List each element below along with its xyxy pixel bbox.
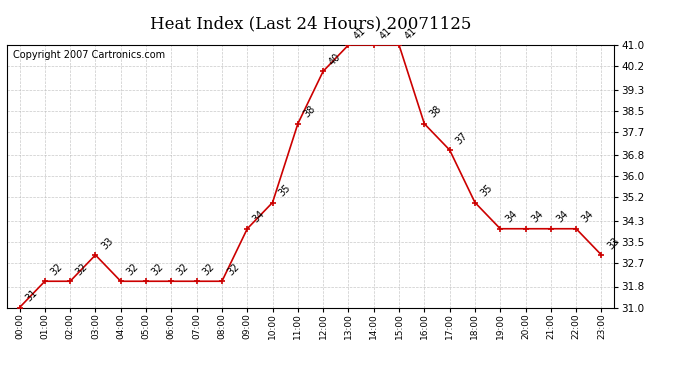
Text: 32: 32 (74, 261, 90, 278)
Text: 32: 32 (150, 261, 166, 278)
Text: 34: 34 (580, 209, 595, 225)
Text: 34: 34 (504, 209, 520, 225)
Text: 41: 41 (377, 26, 393, 41)
Text: 32: 32 (48, 261, 64, 278)
Text: 32: 32 (175, 261, 191, 278)
Text: 41: 41 (403, 26, 419, 41)
Text: 35: 35 (479, 183, 495, 199)
Text: 34: 34 (251, 209, 267, 225)
Text: 32: 32 (226, 261, 241, 278)
Text: 38: 38 (428, 104, 444, 120)
Text: 31: 31 (23, 288, 39, 304)
Text: 41: 41 (353, 26, 368, 41)
Text: 33: 33 (605, 236, 621, 251)
Text: Copyright 2007 Cartronics.com: Copyright 2007 Cartronics.com (13, 50, 165, 60)
Text: 33: 33 (99, 236, 115, 251)
Text: 32: 32 (201, 261, 216, 278)
Text: Heat Index (Last 24 Hours) 20071125: Heat Index (Last 24 Hours) 20071125 (150, 15, 471, 32)
Text: 35: 35 (276, 183, 292, 199)
Text: 38: 38 (302, 104, 317, 120)
Text: 32: 32 (125, 261, 140, 278)
Text: 34: 34 (555, 209, 571, 225)
Text: 34: 34 (529, 209, 545, 225)
Text: 37: 37 (453, 130, 469, 146)
Text: 40: 40 (327, 52, 343, 68)
